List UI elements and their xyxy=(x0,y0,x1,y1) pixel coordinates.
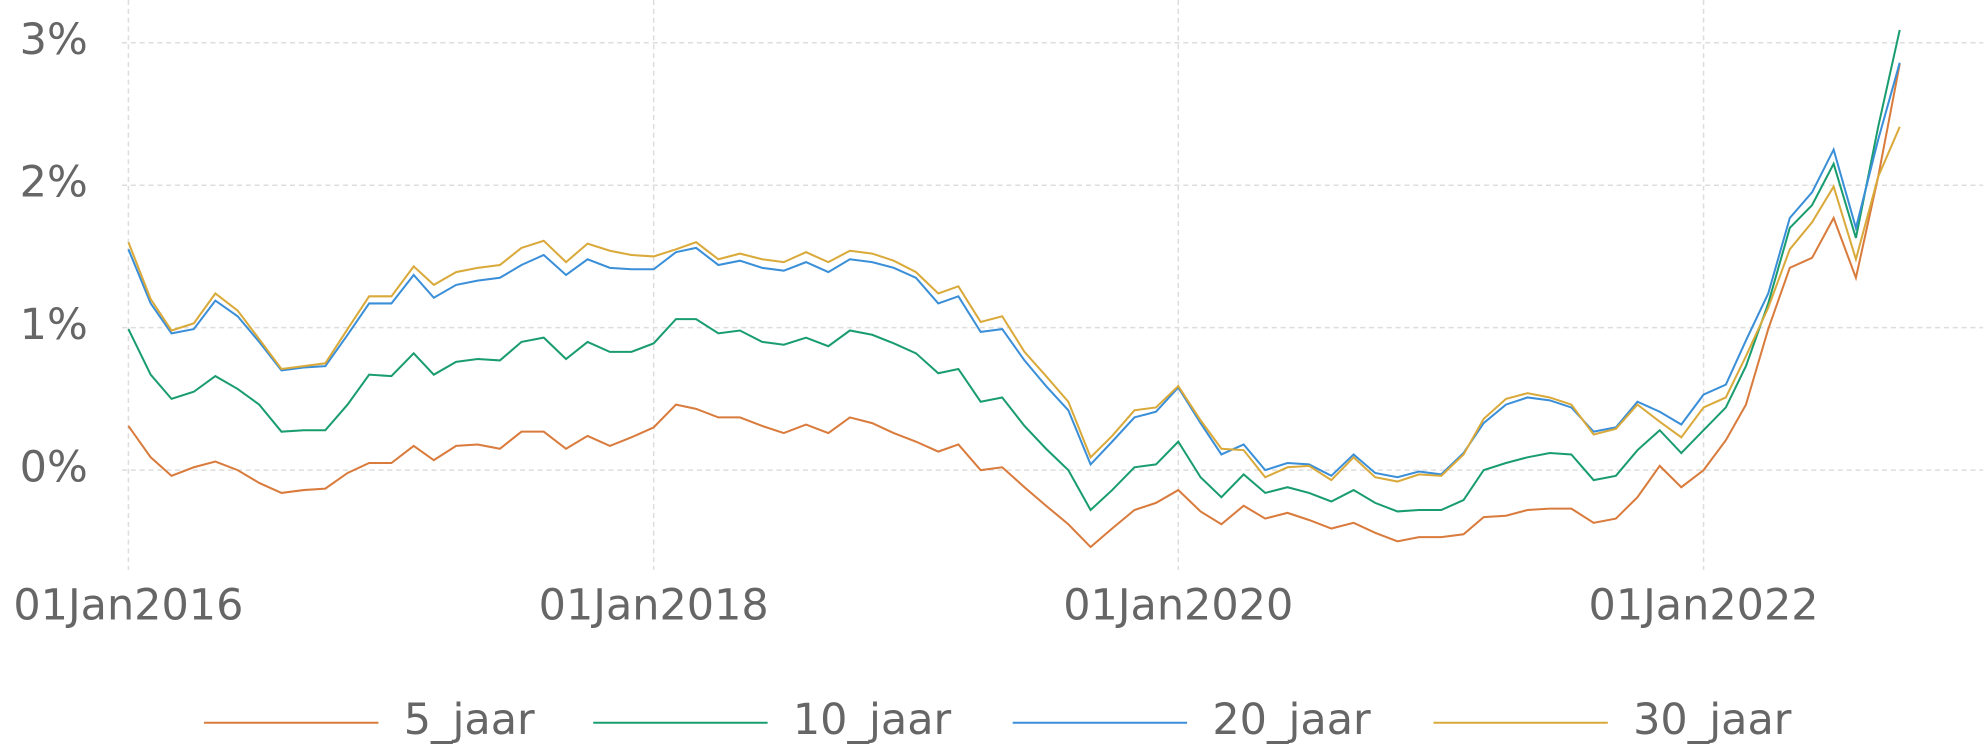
series-line xyxy=(127,63,1901,549)
series-line xyxy=(127,62,1901,479)
x-tick-label: 01Jan2020 xyxy=(1063,580,1293,630)
legend-label: 10_jaar xyxy=(793,695,952,745)
x-tick-label: 01Jan2018 xyxy=(539,580,769,630)
y-tick-label: 2% xyxy=(20,158,88,208)
legend-label: 20_jaar xyxy=(1212,695,1371,745)
y-tick-label: 3% xyxy=(20,15,88,65)
legend-label: 5_jaar xyxy=(404,695,535,745)
series-line xyxy=(127,29,1901,513)
legend-label: 30_jaar xyxy=(1633,695,1792,745)
x-tick-label: 01Jan2022 xyxy=(1589,580,1819,630)
x-tick-label: 01Jan2016 xyxy=(13,580,243,630)
y-tick-label: 1% xyxy=(20,300,88,350)
series-line xyxy=(127,126,1901,483)
y-tick-label: 0% xyxy=(20,443,88,493)
